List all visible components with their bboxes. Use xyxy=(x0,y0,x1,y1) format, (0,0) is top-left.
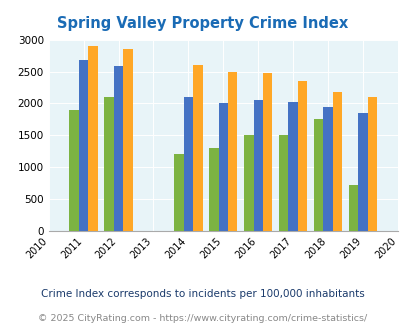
Bar xyxy=(332,92,341,231)
Bar xyxy=(297,81,307,231)
Text: © 2025 CityRating.com - https://www.cityrating.com/crime-statistics/: © 2025 CityRating.com - https://www.city… xyxy=(38,314,367,323)
Bar xyxy=(209,148,218,231)
Bar xyxy=(79,60,88,231)
Bar xyxy=(69,110,79,231)
Bar xyxy=(193,65,202,231)
Bar xyxy=(88,46,98,231)
Bar xyxy=(253,100,262,231)
Text: Spring Valley Property Crime Index: Spring Valley Property Crime Index xyxy=(57,16,348,31)
Text: Crime Index corresponds to incidents per 100,000 inhabitants: Crime Index corresponds to incidents per… xyxy=(41,289,364,299)
Bar xyxy=(357,113,367,231)
Bar xyxy=(174,154,183,231)
Bar xyxy=(278,135,288,231)
Bar xyxy=(288,102,297,231)
Bar xyxy=(104,97,113,231)
Bar xyxy=(322,107,332,231)
Bar xyxy=(348,185,357,231)
Bar xyxy=(228,72,237,231)
Bar xyxy=(367,97,376,231)
Bar xyxy=(218,103,228,231)
Bar xyxy=(262,73,272,231)
Bar xyxy=(183,97,193,231)
Bar xyxy=(113,66,123,231)
Bar xyxy=(243,135,253,231)
Bar xyxy=(313,119,322,231)
Bar xyxy=(123,49,132,231)
